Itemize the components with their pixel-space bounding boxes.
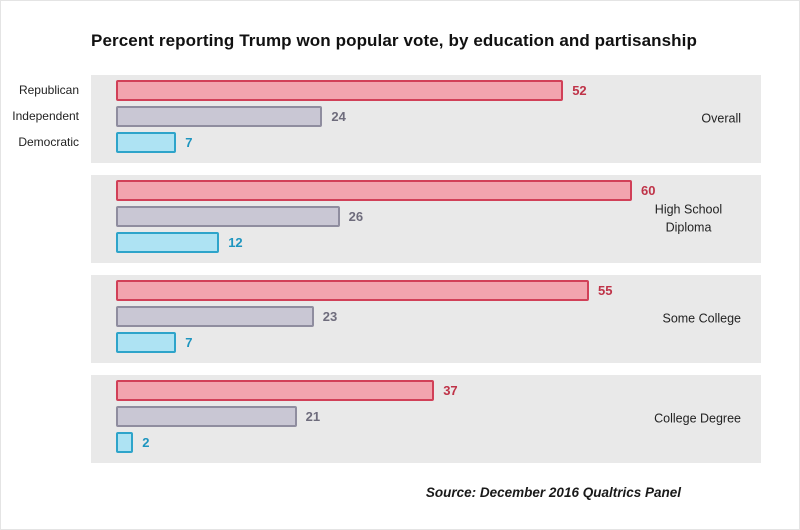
party-label: Republican: [18, 83, 79, 97]
group-label: High School Diploma: [654, 202, 723, 235]
group-band: 60 26 12 High School Diploma: [91, 175, 761, 263]
party-label: [1, 180, 91, 201]
bar-row: 52: [116, 80, 761, 101]
value-label: 37: [443, 383, 458, 398]
value-label: 24: [331, 109, 346, 124]
value-label: 60: [641, 183, 656, 198]
chart-area: Republican Independent Democratic 52 24 7 Over…: [1, 75, 761, 463]
bar-republican: [116, 80, 564, 101]
bar-republican: [116, 380, 435, 401]
bar-democratic: [116, 232, 220, 253]
party-labels-column: [1, 375, 91, 463]
group-label: College Degree: [654, 411, 741, 426]
bar-row: 7: [116, 132, 761, 153]
party-label: [1, 232, 91, 253]
bar-row: 2: [116, 432, 761, 453]
group-band: 37 21 2 College Degree: [91, 375, 761, 463]
group-band: 55 23 7 Some College: [91, 275, 761, 363]
party-label: Independent: [12, 109, 79, 123]
bar-row: 7: [116, 332, 761, 353]
bar-row: 55: [116, 280, 761, 301]
group-band: 52 24 7 Overall: [91, 75, 761, 163]
party-label: [1, 380, 91, 401]
bar-democratic: [116, 332, 177, 353]
party-label: [1, 406, 91, 427]
party-label: [1, 432, 91, 453]
bar-republican: [116, 180, 632, 201]
value-label: 55: [598, 283, 613, 298]
bar-row: 21: [116, 406, 761, 427]
bar-row: 24: [116, 106, 761, 127]
group-label: Overall: [701, 111, 741, 126]
source-note: Source: December 2016 Qualtrics Panel: [425, 485, 681, 500]
bar-independent: [116, 406, 297, 427]
bar-row: 23: [116, 306, 761, 327]
chart-group: 60 26 12 High School Diploma: [1, 175, 761, 263]
party-labels-column: [1, 275, 91, 363]
group-label: Some College: [662, 311, 741, 326]
chart-title: Percent reporting Trump won popular vote…: [91, 31, 697, 50]
bar-row: 37: [116, 380, 761, 401]
party-label: [1, 306, 91, 327]
chart-group: Republican Independent Democratic 52 24 7 Over…: [1, 75, 761, 163]
party-labels-column: Republican Independent Democratic: [1, 75, 91, 163]
value-label: 2: [142, 435, 150, 450]
chart-group: 37 21 2 College Degree: [1, 375, 761, 463]
party-labels-column: [1, 175, 91, 263]
bar-independent: [116, 206, 340, 227]
bar-independent: [116, 306, 314, 327]
value-label: 7: [185, 335, 193, 350]
chart-group: 55 23 7 Some College: [1, 275, 761, 363]
bar-row: 12: [116, 232, 761, 253]
party-label: Democratic: [18, 135, 79, 149]
value-label: 21: [305, 409, 321, 424]
value-label: 26: [348, 209, 364, 224]
value-label: 23: [322, 309, 338, 324]
value-label: 52: [572, 83, 587, 98]
bar-row: 26: [116, 206, 761, 227]
party-label: [1, 206, 91, 227]
party-label: [1, 332, 91, 353]
bar-democratic: [116, 432, 134, 453]
value-label: 12: [228, 235, 243, 250]
bar-republican: [116, 280, 589, 301]
bar-row: 60: [116, 180, 761, 201]
party-label: [1, 280, 91, 301]
bar-democratic: [116, 132, 177, 153]
bar-independent: [116, 106, 323, 127]
value-label: 7: [185, 135, 193, 150]
